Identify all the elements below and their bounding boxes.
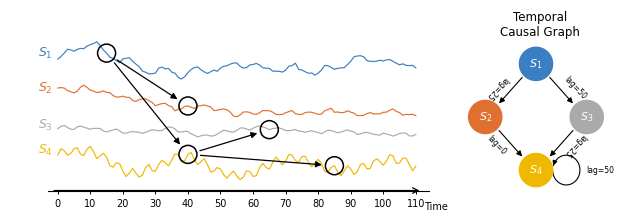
Text: $S_2$: $S_2$	[479, 110, 492, 124]
Text: Temporal
Causal Graph: Temporal Causal Graph	[500, 11, 580, 39]
Text: lag=50: lag=50	[562, 75, 588, 102]
Text: $S_3$: $S_3$	[38, 118, 53, 133]
Text: $S_1$: $S_1$	[529, 57, 543, 71]
Text: $S_1$: $S_1$	[38, 46, 53, 61]
Text: $S_2$: $S_2$	[38, 81, 53, 96]
Text: lag=25: lag=25	[484, 75, 510, 101]
Text: lag=25: lag=25	[562, 132, 588, 159]
Text: $S_4$: $S_4$	[529, 163, 543, 177]
Text: Time: Time	[424, 202, 448, 212]
Ellipse shape	[468, 100, 502, 134]
Text: $S_4$: $S_4$	[38, 143, 53, 158]
Text: lag=50: lag=50	[586, 166, 614, 175]
Ellipse shape	[570, 100, 604, 134]
Text: $S_3$: $S_3$	[580, 110, 593, 124]
Ellipse shape	[520, 154, 552, 187]
Text: lag=0: lag=0	[486, 134, 508, 157]
Ellipse shape	[520, 47, 552, 80]
